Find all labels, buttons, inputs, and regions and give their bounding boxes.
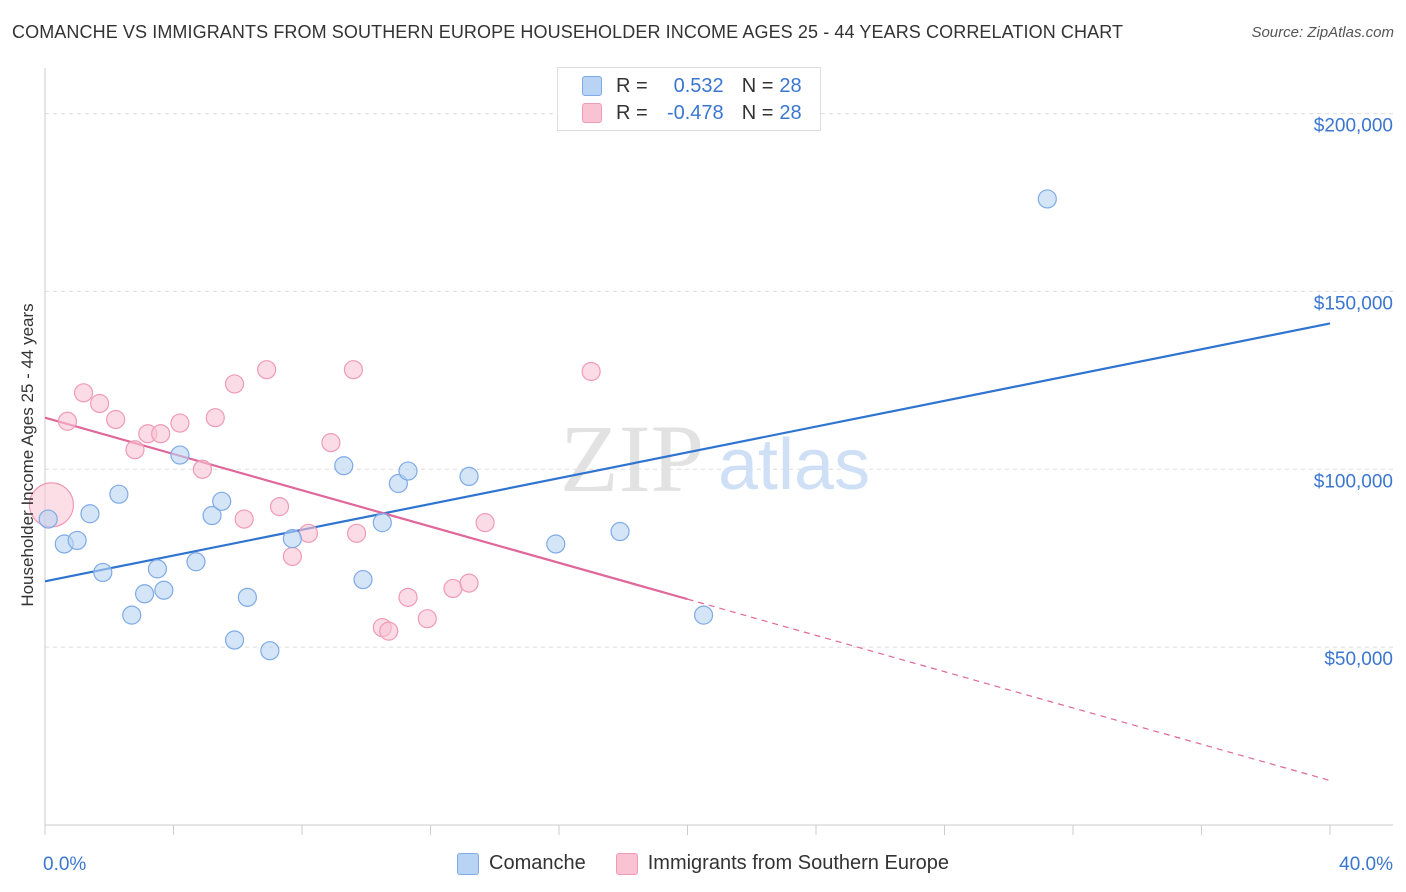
n-value: 28 — [779, 74, 802, 97]
immigrants-point — [151, 424, 171, 444]
r-value: -0.478 — [666, 101, 724, 124]
n-value: 28 — [779, 101, 802, 124]
legend-label: Immigrants from Southern Europe — [647, 852, 949, 874]
comanche-point — [38, 509, 58, 529]
chart-title: COMANCHE VS IMMIGRANTS FROM SOUTHERN EUR… — [12, 22, 1124, 42]
comanche-point — [693, 605, 714, 625]
data-points — [28, 189, 1057, 661]
immigrants-trend-line — [44, 416, 688, 601]
series-legend: Comanche Immigrants from Southern Europe — [0, 852, 1406, 875]
comanche-point — [202, 505, 222, 526]
immigrants-point — [234, 509, 254, 529]
immigrants-point — [398, 587, 418, 607]
watermark-zip: ZIP — [560, 405, 704, 512]
comanche-point — [610, 521, 630, 542]
immigrants-point — [298, 523, 319, 543]
legend-row-immigrants: R = -0.478 N = 28 — [582, 100, 802, 126]
immigrants-point — [443, 578, 463, 599]
r-label: R = — [616, 74, 648, 97]
x-tick-label: 40.0% — [1339, 854, 1393, 875]
n-label: N = — [741, 74, 774, 97]
source-label: Source: ZipAtlas.com — [1251, 24, 1394, 41]
legend-item-immigrants[interactable]: Immigrants from Southern Europe — [615, 852, 949, 875]
comanche-point — [134, 584, 155, 604]
y-tick-label: $200,000 — [1314, 116, 1393, 137]
comanche-point — [67, 530, 87, 551]
comanche-swatch — [582, 76, 602, 96]
n-label: N = — [741, 101, 774, 124]
axes — [44, 68, 1393, 835]
immigrants-point — [343, 360, 363, 380]
comanche-point — [372, 513, 392, 533]
comanche-point — [170, 445, 190, 465]
comanche-point — [260, 641, 280, 661]
comanche-point — [224, 630, 245, 650]
immigrants-point — [269, 497, 290, 517]
immigrants-point — [581, 361, 601, 382]
immigrants-trend-line-projected — [687, 598, 1331, 782]
comanche-point — [459, 466, 479, 486]
y-axis-label: Householder Income Ages 25 - 44 years — [18, 303, 37, 606]
immigrants-point — [192, 459, 213, 479]
tick-labels: $50,000 $100,000 $150,000 $200,000 0.0% 40.0% — [43, 116, 1393, 875]
immigrants-point — [106, 409, 126, 430]
watermark: ZIP atlas — [560, 405, 870, 512]
y-tick-label: $100,000 — [1314, 471, 1393, 492]
comanche-point — [398, 461, 418, 481]
r-value: 0.532 — [673, 74, 724, 97]
immigrants-point — [417, 609, 437, 629]
immigrants-point — [321, 433, 341, 453]
trend-lines — [44, 322, 1331, 782]
comanche-swatch — [457, 852, 480, 875]
comanche-point — [282, 529, 302, 549]
correlation-legend: R = 0.532 N = 28 R = -0.478 N = 28 — [557, 67, 821, 131]
comanche-point — [154, 580, 174, 600]
comanche-point — [546, 534, 566, 554]
x-tick-label: 0.0% — [43, 854, 86, 875]
immigrants-point — [347, 523, 367, 543]
immigrants-point — [205, 408, 225, 428]
comanche-point — [109, 484, 129, 504]
comanche-point — [353, 569, 373, 590]
immigrants-point — [73, 383, 94, 403]
watermark-atlas: atlas — [718, 425, 870, 505]
legend-item-comanche[interactable]: Comanche — [457, 852, 586, 875]
immigrants-point — [257, 360, 277, 380]
comanche-point — [1037, 189, 1057, 209]
immigrants-point — [459, 573, 479, 593]
comanche-point — [80, 504, 100, 524]
comanche-point — [186, 552, 206, 572]
comanche-point — [122, 605, 142, 625]
comanche-trend-line — [44, 322, 1331, 583]
immigrants-point — [282, 546, 302, 567]
immigrants-point — [170, 413, 190, 433]
immigrants-swatch — [615, 852, 638, 875]
legend-label: Comanche — [489, 852, 586, 874]
comanche-point — [147, 559, 168, 579]
r-label: R = — [616, 101, 648, 124]
grid-lines — [45, 113, 1393, 648]
y-tick-label: $150,000 — [1314, 293, 1393, 314]
immigrants-point — [475, 513, 495, 533]
immigrants-point — [224, 374, 245, 394]
immigrants-swatch — [582, 103, 602, 123]
immigrants-point — [57, 411, 78, 431]
immigrants-point — [125, 440, 145, 460]
comanche-point — [93, 562, 113, 583]
comanche-point — [237, 587, 257, 607]
immigrants-point — [379, 621, 399, 641]
comanche-point — [212, 491, 232, 511]
legend-row-comanche: R = 0.532 N = 28 — [582, 73, 802, 99]
immigrants-point — [90, 393, 110, 414]
comanche-point — [334, 456, 354, 476]
y-tick-label: $50,000 — [1324, 649, 1393, 670]
